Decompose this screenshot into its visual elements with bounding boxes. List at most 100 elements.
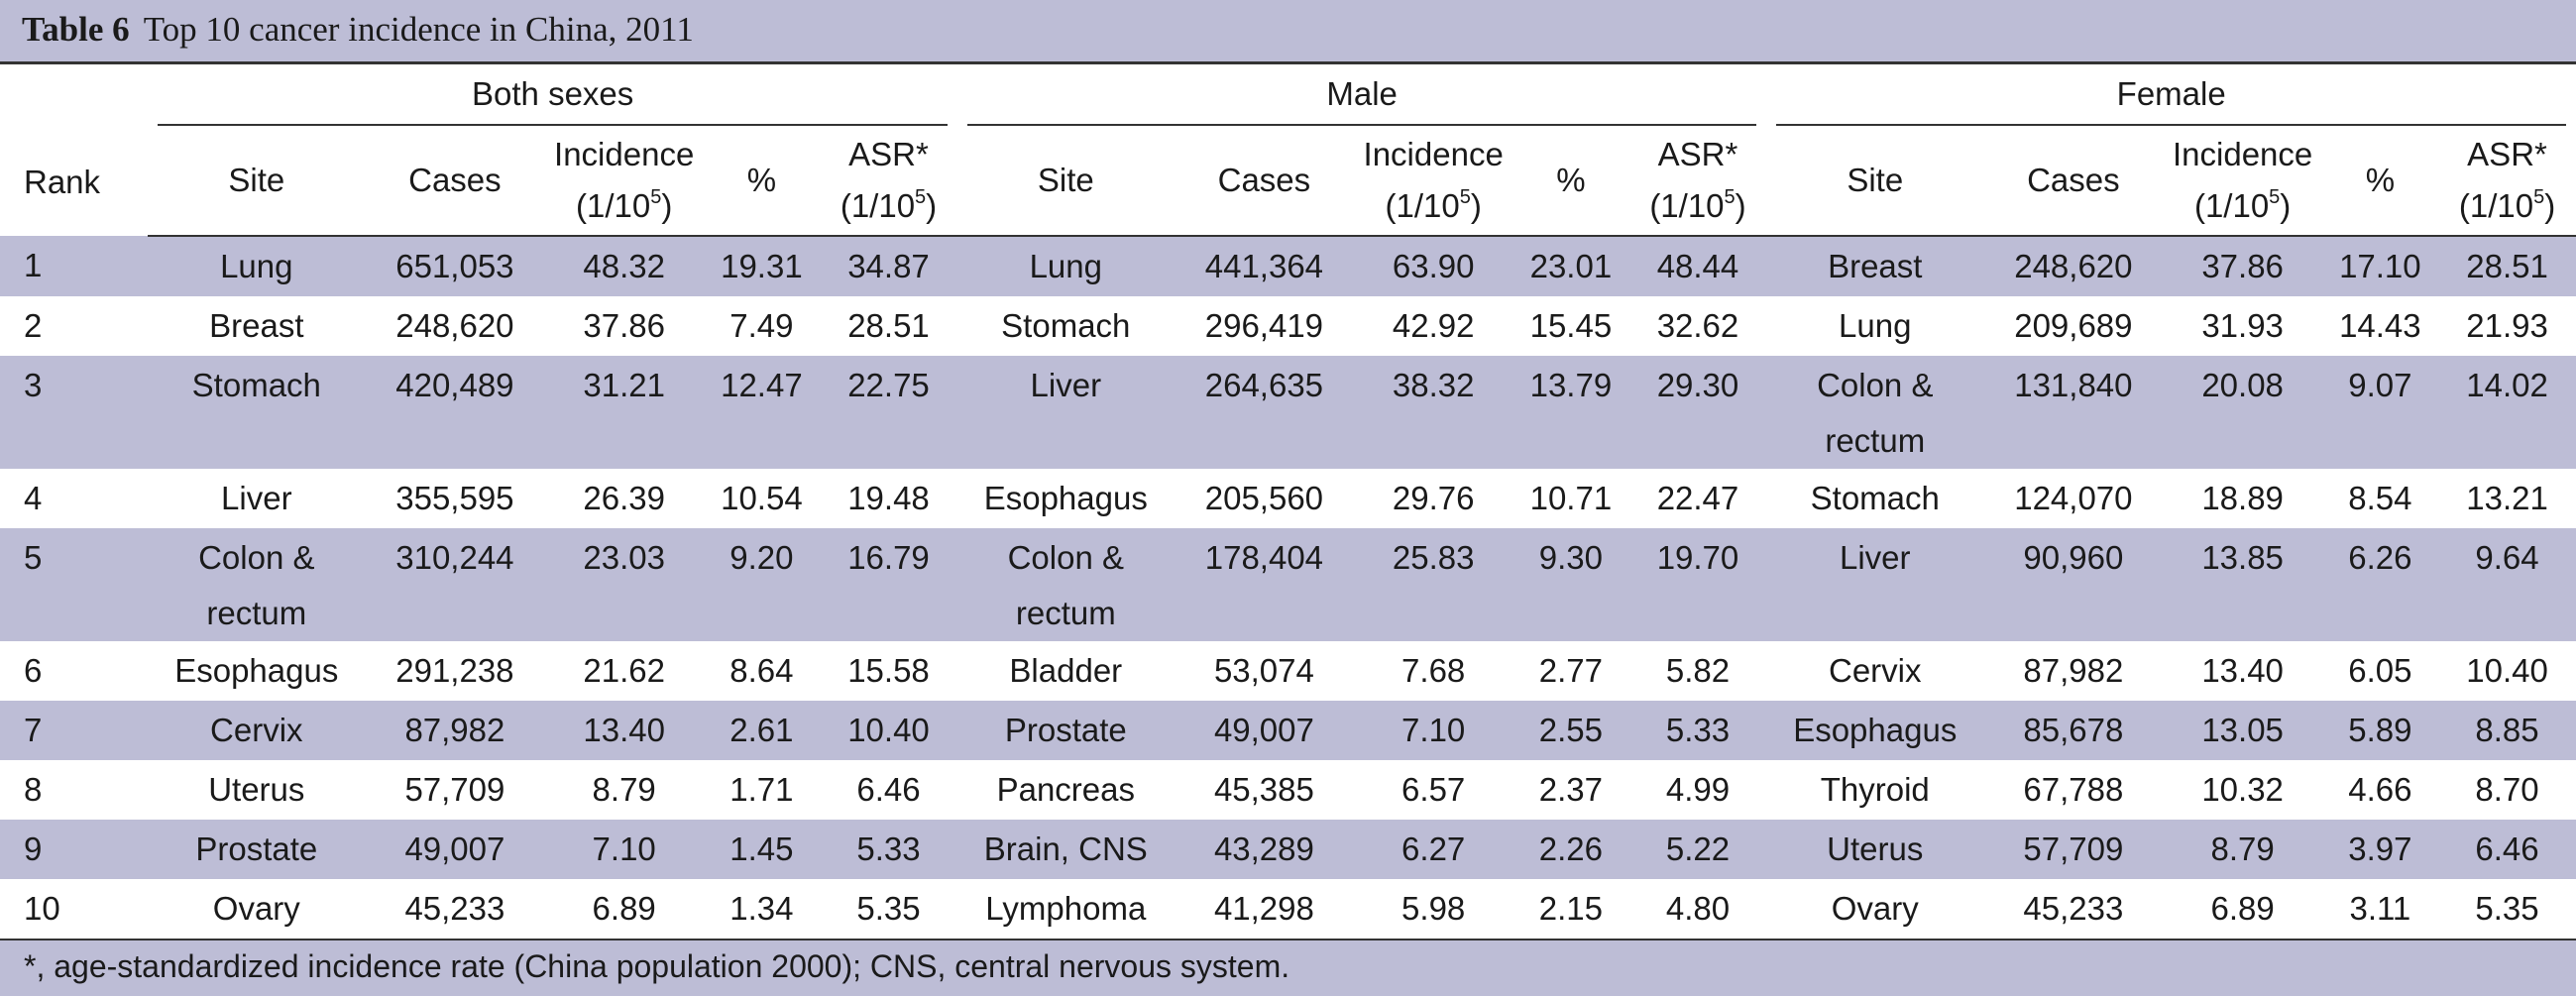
pct-cell-male: 23.01 [1512,236,1629,296]
incidence-cell-both: 31.21 [544,356,704,469]
incidence-cell-male: 38.32 [1354,356,1513,469]
asr-cell-male: 4.80 [1628,879,1767,941]
asr-header-female: ASR* (1/105) [2438,126,2576,237]
pct-cell-both: 9.20 [703,528,821,641]
pct-cell-male: 2.37 [1512,760,1629,820]
cases-cell-both: 87,982 [365,701,545,760]
cases-cell-male: 178,404 [1174,528,1355,641]
incidence-cell-both: 26.39 [544,469,704,528]
pct-cell-male: 9.30 [1512,528,1629,641]
site-cell-male: Liver [956,356,1175,469]
pct-cell-both: 1.71 [703,760,821,820]
asr-cell-female: 13.21 [2438,469,2576,528]
pct-cell-female: 6.05 [2321,641,2439,701]
pct-cell-female: 3.11 [2321,879,2439,941]
pct-cell-female: 9.07 [2321,356,2439,469]
site-cell-female: Uterus [1766,820,1984,879]
site-cell-both: Colon & rectum [148,528,366,641]
pct-header-both: % [703,126,821,237]
asr-cell-male: 5.22 [1628,820,1767,879]
asr-cell-both: 5.35 [820,879,957,941]
cases-cell-male: 296,419 [1174,296,1355,356]
pct-cell-both: 12.47 [703,356,821,469]
pct-cell-male: 2.15 [1512,879,1629,941]
incidence-cell-female: 31.93 [2163,296,2322,356]
site-cell-female: Esophagus [1766,701,1984,760]
asr-cell-female: 21.93 [2438,296,2576,356]
asr-cell-both: 28.51 [820,296,957,356]
table-row: 8 Uterus 57,709 8.79 1.71 6.46 Pancreas 45,385 6… [0,760,2576,820]
site-cell-female: Thyroid [1766,760,1984,820]
site-cell-both: Stomach [148,356,366,469]
pct-cell-female: 4.66 [2321,760,2439,820]
cases-cell-male: 41,298 [1174,879,1355,941]
table-row: 7 Cervix 87,982 13.40 2.61 10.40 Prostate 49,00… [0,701,2576,760]
site-cell-both: Lung [148,236,366,296]
site-cell-male: Prostate [956,701,1175,760]
pct-cell-female: 5.89 [2321,701,2439,760]
cases-header-both: Cases [365,126,545,237]
table-row: 3 Stomach 420,489 31.21 12.47 22.75 Liver 264,6… [0,356,2576,469]
site-cell-female: Breast [1766,236,1984,296]
asr-cell-female: 28.51 [2438,236,2576,296]
asr-cell-male: 4.99 [1628,760,1767,820]
site-cell-both: Uterus [148,760,366,820]
group-header-male: Male [956,64,1767,126]
pct-cell-female: 8.54 [2321,469,2439,528]
asr-cell-female: 10.40 [2438,641,2576,701]
asr-cell-both: 15.58 [820,641,957,701]
pct-header-male: % [1512,126,1629,237]
pct-cell-female: 6.26 [2321,528,2439,641]
pct-cell-both: 10.54 [703,469,821,528]
group-header-both: Both sexes [148,64,957,126]
cases-cell-both: 45,233 [365,879,545,941]
cases-cell-male: 441,364 [1174,236,1355,296]
site-cell-male: Pancreas [956,760,1175,820]
cases-cell-female: 209,689 [1983,296,2164,356]
site-cell-both: Prostate [148,820,366,879]
pct-cell-both: 19.31 [703,236,821,296]
asr-cell-male: 5.33 [1628,701,1767,760]
cases-cell-male: 205,560 [1174,469,1355,528]
cases-cell-both: 651,053 [365,236,545,296]
rank-cell: 3 [0,356,149,469]
asr-cell-both: 19.48 [820,469,957,528]
pct-header-female: % [2321,126,2439,237]
rank-cell: 2 [0,296,149,356]
incidence-cell-male: 63.90 [1354,236,1513,296]
column-header-row: Site Cases Incidence (1/105)% ASR* (1/105) Sit… [0,126,2576,237]
incidence-cell-both: 37.86 [544,296,704,356]
pct-cell-male: 2.55 [1512,701,1629,760]
pct-cell-female: 3.97 [2321,820,2439,879]
asr-cell-female: 14.02 [2438,356,2576,469]
table-title: Top 10 cancer incidence in China, 2011 [143,10,694,49]
site-cell-female: Ovary [1766,879,1984,941]
site-cell-male: Lymphoma [956,879,1175,941]
cases-cell-female: 90,960 [1983,528,2164,641]
cases-cell-both: 248,620 [365,296,545,356]
incidence-cell-male: 42.92 [1354,296,1513,356]
incidence-header-both: Incidence (1/105) [544,126,704,237]
cases-cell-female: 67,788 [1983,760,2164,820]
incidence-cell-both: 8.79 [544,760,704,820]
site-cell-male: Bladder [956,641,1175,701]
pct-cell-male: 2.77 [1512,641,1629,701]
incidence-cell-male: 25.83 [1354,528,1513,641]
site-header-both: Site [148,126,366,237]
asr-header-male: ASR* (1/105) [1628,126,1767,237]
rank-cell: 8 [0,760,149,820]
top-rule [0,61,2576,64]
asr-cell-both: 10.40 [820,701,957,760]
group-header-female: Female [1766,64,2576,126]
incidence-cell-female: 13.05 [2163,701,2322,760]
rank-cell: 9 [0,820,149,879]
incidence-cell-male: 6.27 [1354,820,1513,879]
table-row: 5 Colon & rectum 310,244 23.03 9.20 16.79 Colon… [0,528,2576,641]
asr-cell-both: 5.33 [820,820,957,879]
asr-cell-male: 29.30 [1628,356,1767,469]
site-cell-male: Lung [956,236,1175,296]
rank-cell: 7 [0,701,149,760]
incidence-cell-both: 6.89 [544,879,704,941]
table-row: 4 Liver 355,595 26.39 10.54 19.48 Esophagus 205… [0,469,2576,528]
incidence-cell-male: 7.68 [1354,641,1513,701]
